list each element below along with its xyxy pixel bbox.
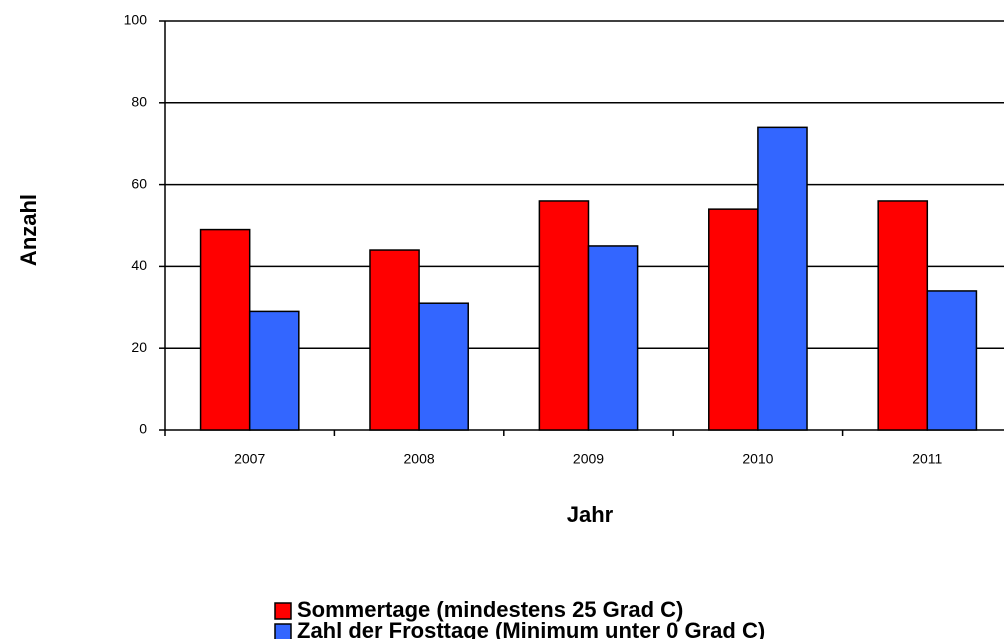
legend-label: Zahl der Frosttage (Minimum unter 0 Grad… <box>297 618 765 639</box>
legend-label: Sommertage (mindestens 25 Grad C) <box>297 597 683 622</box>
legend-swatch <box>274 623 292 639</box>
bar <box>418 302 469 431</box>
x-tick-label: 2008 <box>404 451 435 467</box>
x-tick-label: 2010 <box>742 451 773 467</box>
x-axis-title: Jahr <box>567 502 614 527</box>
y-tick-label: 0 <box>139 421 147 437</box>
bar <box>538 200 590 431</box>
x-tick-label: 2007 <box>234 451 265 467</box>
y-tick-label: 40 <box>131 257 147 273</box>
legend-swatch <box>274 602 292 620</box>
x-tick-label: 2011 <box>912 451 942 467</box>
y-tick-label: 80 <box>131 94 147 110</box>
y-axis-title: Anzahl <box>16 194 41 266</box>
x-tick-label: 2009 <box>573 451 604 467</box>
bar <box>369 249 420 431</box>
y-tick-label: 20 <box>131 339 147 355</box>
bar <box>757 126 808 431</box>
y-tick-label: 60 <box>131 175 147 191</box>
bar <box>926 290 978 431</box>
bar <box>248 310 300 431</box>
bar <box>199 228 251 431</box>
bar <box>877 200 929 431</box>
bar <box>587 245 639 431</box>
bar <box>708 208 759 431</box>
y-tick-label: 100 <box>124 12 148 28</box>
